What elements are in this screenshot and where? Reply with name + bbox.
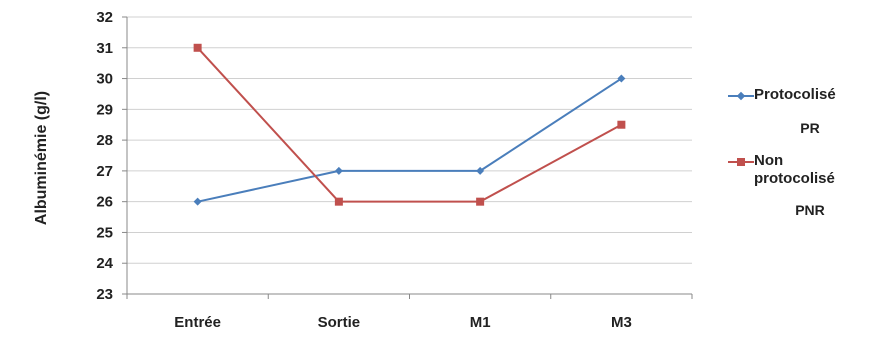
data-point xyxy=(193,43,202,52)
legend-entry-protocolise: Protocolisé xyxy=(728,86,878,104)
legend-label-non-protocolise: Non protocolisé xyxy=(754,152,835,187)
x-tick-label: Sortie xyxy=(318,314,361,331)
data-point xyxy=(476,197,485,206)
data-point xyxy=(334,197,343,206)
axes xyxy=(122,16,693,299)
legend-label-protocolise: Protocolisé xyxy=(754,86,836,103)
series-group xyxy=(193,43,626,206)
y-tick-label: 31 xyxy=(96,40,113,57)
series-0 xyxy=(193,74,626,206)
legend-abbr-non-protocolise: PNR xyxy=(795,202,825,218)
data-point xyxy=(617,74,626,83)
y-tick-label: 28 xyxy=(96,132,113,149)
y-tick-label: 25 xyxy=(96,224,113,241)
data-point xyxy=(193,197,202,206)
x-tick-label: M3 xyxy=(611,314,632,331)
legend-abbr-protocolise: PR xyxy=(800,120,820,136)
gridlines xyxy=(127,16,692,295)
y-tick-labels: 23 24 25 26 27 28 29 30 31 32 xyxy=(96,9,113,303)
y-tick-label: 23 xyxy=(96,286,113,303)
x-tick-label: Entrée xyxy=(174,314,221,331)
y-tick-label: 30 xyxy=(96,71,113,88)
y-tick-label: 26 xyxy=(96,194,113,211)
legend: Protocolisé PR Non protocolisé PNR xyxy=(728,86,878,218)
legend-entry-non-protocolise: Non protocolisé xyxy=(728,152,878,188)
legend-marker-protocolise xyxy=(728,89,754,103)
y-tick-label: 27 xyxy=(96,163,113,180)
data-point xyxy=(476,166,485,175)
x-tick-labels: Entrée Sortie M1 M3 xyxy=(174,314,632,331)
y-axis-label: Albuminémie (g/l) xyxy=(33,91,50,225)
series-line xyxy=(196,47,622,203)
y-tick-label: 29 xyxy=(96,101,113,118)
y-tick-label: 24 xyxy=(96,255,113,272)
x-tick-label: M1 xyxy=(470,314,491,331)
legend-marker-non-protocolise xyxy=(728,155,754,169)
data-point xyxy=(617,120,626,129)
series-line xyxy=(197,77,622,203)
series-1 xyxy=(193,43,626,206)
y-tick-label: 32 xyxy=(96,9,113,26)
data-point xyxy=(334,166,343,175)
